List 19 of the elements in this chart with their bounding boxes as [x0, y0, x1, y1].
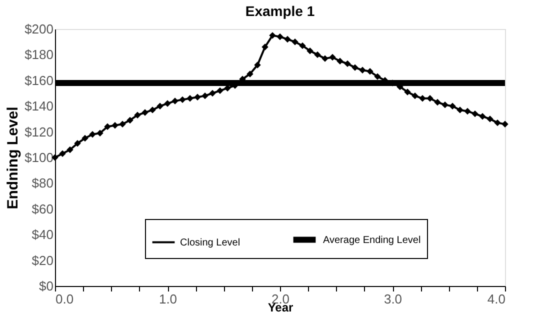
y-tick-label: $0 [39, 278, 54, 294]
y-tick-label: $100 [24, 150, 54, 165]
y-tick-label: $180 [24, 47, 54, 62]
x-tick-label: 1.0 [158, 292, 178, 306]
x-tick-label: 3.0 [384, 292, 402, 306]
y-tick-label: $80 [32, 176, 54, 191]
chart-title: Example 1 [245, 3, 315, 19]
y-tick-label: $40 [32, 227, 54, 242]
y-tick-label: $60 [32, 201, 54, 216]
legend-label: Average Ending Level [323, 234, 421, 246]
y-tick-label: $160 [24, 72, 54, 88]
y-tick-label: $120 [24, 124, 54, 140]
legend-label: Closing Level [180, 237, 240, 248]
y-tick-label: $20 [32, 252, 54, 268]
y-tick-label: $200 [24, 22, 54, 36]
y-axis-title: Endning Level [4, 106, 22, 210]
x-tick-label: 4.0 [487, 292, 506, 306]
x-tick-label: 0.0 [56, 292, 74, 306]
y-tick-label: $140 [24, 98, 54, 114]
